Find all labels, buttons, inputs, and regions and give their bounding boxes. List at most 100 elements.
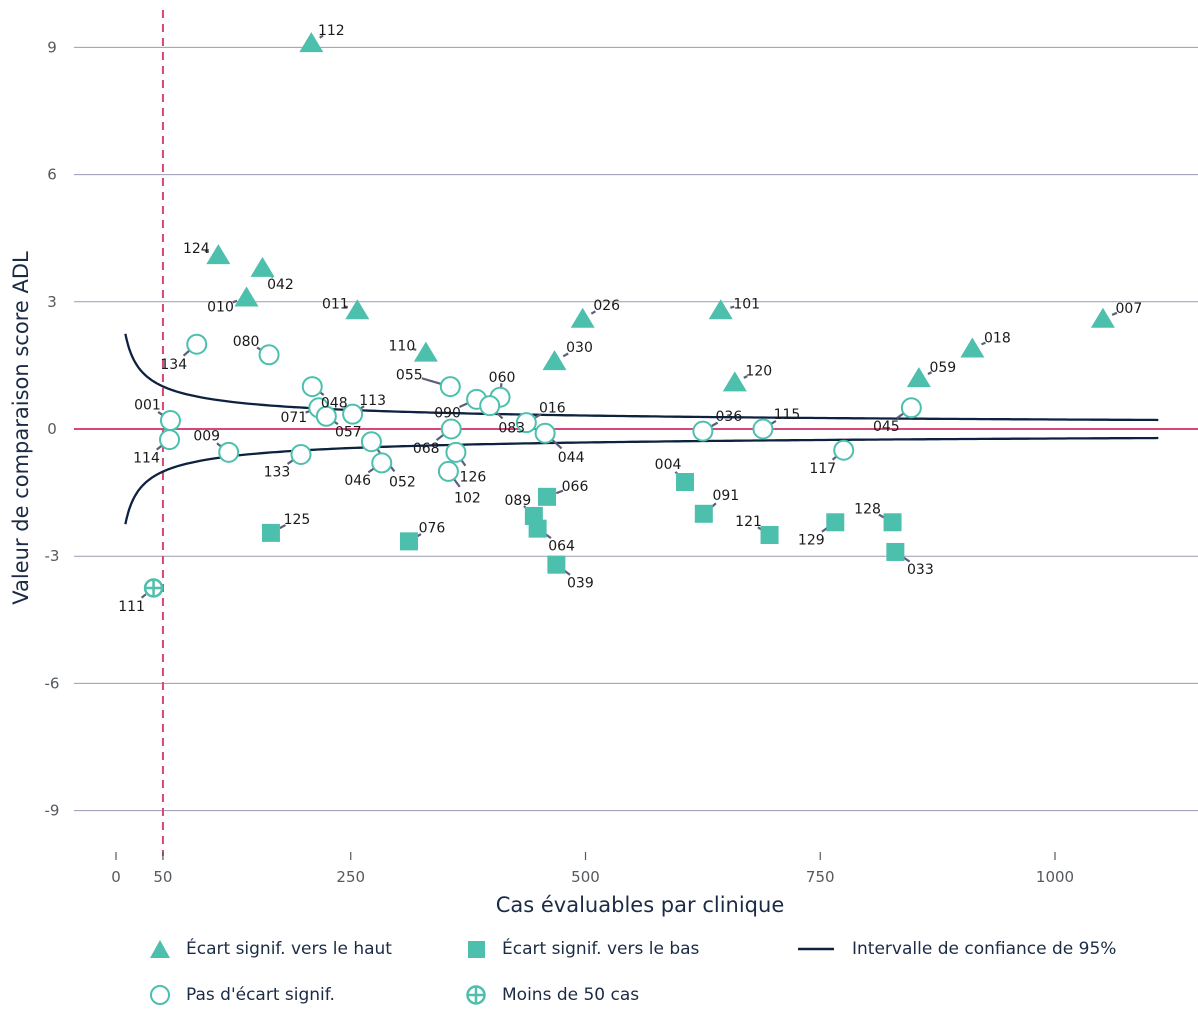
triangle-marker [250,257,274,277]
point-label: 055 [396,368,423,384]
ci-upper-curve [125,334,1158,420]
point-label: 048 [321,396,348,412]
point-label: 112 [318,23,345,39]
point-label: 124 [183,241,210,257]
y-tick-label: 6 [47,166,57,184]
circle-icon [148,983,172,1007]
point-label: 083 [498,421,525,437]
circle-marker [291,445,310,464]
square-marker [400,532,418,550]
point-label: 057 [335,424,362,440]
cross-circle-icon [464,983,488,1007]
circle-marker [693,422,712,441]
point-label: 089 [504,493,531,509]
point-label: 030 [566,340,593,356]
line-icon [798,937,838,961]
triangle-marker [723,371,747,391]
point-label: 045 [873,419,900,435]
triangle-marker [543,350,567,370]
square-icon [464,937,488,961]
y-axis-title: Valeur de comparaison score ADL [9,251,33,605]
triangle-marker [571,308,595,328]
square-marker [884,513,902,531]
legend-item-none: Pas d'écart signif. [148,980,335,1010]
square-marker [886,543,904,561]
label-leader [142,594,146,597]
x-tick-label: 250 [336,868,365,886]
square-marker [547,556,565,574]
y-tick-label: 9 [47,38,57,56]
label-leader [552,440,561,448]
point-label: 071 [280,410,307,426]
x-tick-label: 50 [153,868,172,886]
point-label: 114 [133,451,160,467]
reference-lines [74,10,1198,856]
point-label: 066 [562,479,589,495]
circle-marker [536,424,555,443]
circle-marker [260,345,279,364]
point-label: 110 [389,339,416,355]
triangle-marker [960,337,984,357]
label-leader [184,351,190,356]
circle-marker [303,377,322,396]
point-label: 001 [134,398,161,414]
circle-marker [219,443,238,462]
square-marker [761,526,779,544]
point-label: 090 [434,405,461,421]
circle-marker [160,430,179,449]
point-label: 026 [593,298,620,314]
circle-marker [442,420,461,439]
label-leader [462,460,466,465]
y-tick-label: 0 [47,420,57,438]
legend-label-lt50: Moins de 50 cas [502,985,639,1005]
point-label: 129 [798,532,825,548]
y-tick-label: 3 [47,293,57,311]
label-leader [437,435,444,440]
triangle-marker [1091,308,1115,328]
x-tick-label: 500 [571,868,600,886]
label-leader [422,378,441,384]
point-label: 036 [716,409,743,425]
point-label: 111 [118,599,145,615]
circle-marker [439,462,458,481]
x-axis-title: Cas évaluables par clinique [496,893,785,917]
point-label: 039 [567,576,594,592]
x-tick-label: 750 [806,868,835,886]
point-label: 044 [558,450,585,466]
point-label: 033 [907,562,934,578]
point-label: 133 [264,464,291,480]
label-leader [288,460,293,464]
circle-marker [753,420,772,439]
circle-marker [480,396,499,415]
point-label: 068 [413,441,440,457]
point-label: 059 [929,360,956,376]
legend-label-ci: Intervalle de confiance de 95% [852,939,1116,959]
point-label: 007 [1116,301,1143,317]
point-label: 091 [712,488,739,504]
legend-item-up: Écart signif. vers le haut [148,934,392,964]
square-marker [676,473,694,491]
point-label: 120 [745,363,772,379]
triangle-marker [206,244,230,264]
square-marker [262,524,280,542]
point-label: 076 [419,520,446,536]
point-label: 042 [267,277,294,293]
circle-marker [834,441,853,460]
x-tick-label: 0 [111,868,121,886]
label-leader [157,446,162,450]
point-label: 018 [984,330,1011,346]
ci-lower-curve [125,438,1158,524]
x-tick-label: 1000 [1036,868,1074,886]
point-label: 046 [344,473,371,489]
point-label: 080 [233,334,260,350]
legend-item-down: Écart signif. vers le bas [464,934,699,964]
point-label: 060 [489,370,516,386]
legend-label-down: Écart signif. vers le bas [502,939,699,959]
point-label: 113 [359,393,386,409]
label-leader [368,469,373,473]
circle-marker [902,398,921,417]
legend: Écart signif. vers le haut Écart signif.… [0,928,1198,1008]
square-marker [695,505,713,523]
square-marker [529,520,547,538]
